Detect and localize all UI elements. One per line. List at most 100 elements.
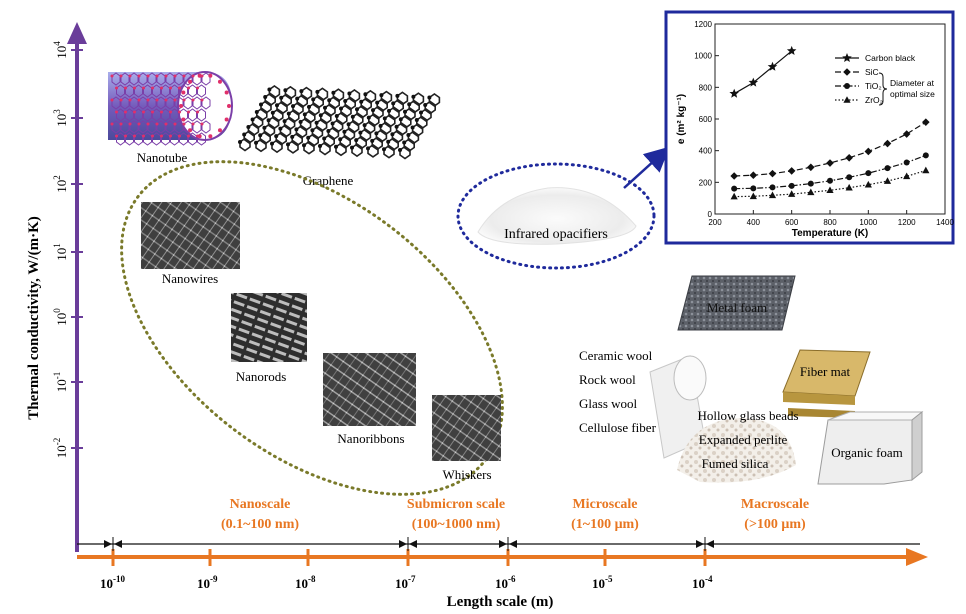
inset-frame bbox=[664, 10, 955, 245]
inset-data-point bbox=[748, 77, 759, 87]
beads-list-item: Hollow glass beads bbox=[697, 408, 798, 423]
inset-data-point bbox=[883, 139, 892, 148]
inset-data-point bbox=[864, 147, 873, 156]
inset-data-point bbox=[922, 152, 929, 159]
wool-list-item: Cellulose fiber bbox=[579, 420, 657, 435]
y-axis: 104 103 102 101 100 10-1 10-2 Thermal conducti… bbox=[26, 22, 87, 552]
x-tick-label: 10-5 bbox=[592, 574, 613, 591]
fiber-mat-label: Fiber mat bbox=[800, 364, 851, 379]
inset-data-point bbox=[788, 190, 796, 197]
inset-chart: 200 400 600 800 1000 1200 14000200400600800100… bbox=[664, 10, 955, 245]
inset-series bbox=[729, 45, 797, 98]
nanowires-label: Nanowires bbox=[162, 271, 218, 286]
inset-data-point bbox=[807, 180, 814, 187]
inset-data-point bbox=[903, 172, 911, 180]
inset-legend-brace bbox=[878, 72, 888, 106]
y-tick-label: 101 bbox=[52, 243, 69, 261]
metal-foam-image bbox=[677, 275, 796, 331]
y-axis-label: Thermal conductivity, W/(m·K) bbox=[26, 216, 42, 419]
beads-list-item: Fumed silica bbox=[702, 456, 769, 471]
inset-y-tick-label: 0 bbox=[708, 210, 713, 219]
inset-data-point bbox=[750, 185, 757, 192]
beads-list: Hollow glass beads Expanded perlite Fumed … bbox=[697, 408, 798, 471]
x-tick-label: 10-8 bbox=[295, 574, 316, 591]
inset-pointer-arrow bbox=[623, 146, 670, 189]
range-arrowhead bbox=[509, 540, 517, 548]
nanorods-label: Nanorods bbox=[236, 369, 287, 384]
inset-legend-label: SiC bbox=[865, 67, 879, 77]
range-arrowhead bbox=[696, 540, 704, 548]
range-arrowhead bbox=[104, 540, 112, 548]
inset-legend-label: ZrO₂ bbox=[865, 95, 883, 105]
scale-range-bar bbox=[77, 537, 920, 551]
fiber-mat-image bbox=[782, 349, 871, 418]
range-arrowhead bbox=[706, 540, 714, 548]
whiskers-image bbox=[432, 395, 501, 461]
inset-data-point bbox=[846, 174, 853, 181]
inset-data-point bbox=[826, 159, 834, 167]
inset-data-point bbox=[807, 163, 815, 172]
x-axis: 10-10 10-9 10-8 10-7 10-6 10-5 10-4 Length sca… bbox=[77, 548, 928, 610]
nanoribbons-label: Nanoribbons bbox=[337, 431, 404, 446]
inset-y-tick-label: 1200 bbox=[694, 20, 712, 29]
inset-legend-label: Carbon black bbox=[865, 53, 916, 63]
range-arrowhead bbox=[499, 540, 507, 548]
inset-data-point bbox=[731, 185, 738, 192]
inset-data-point bbox=[902, 130, 911, 138]
scale-labels: Nanoscale (0.1~100 nm) Submicron scale (100… bbox=[221, 497, 809, 532]
inset-x-tick-label: 1400 bbox=[936, 218, 954, 227]
range-arrowhead bbox=[399, 540, 407, 548]
nanorods-image bbox=[231, 293, 307, 362]
beads-list-item: Expanded perlite bbox=[699, 432, 788, 447]
inset-data-point bbox=[864, 180, 872, 188]
inset-data-point bbox=[729, 88, 739, 98]
inset-legend-note: Diameter at bbox=[890, 78, 935, 88]
inset-data-point bbox=[768, 191, 777, 199]
inset-y-tick-label: 800 bbox=[699, 83, 713, 92]
inset-x-tick-label: 200 bbox=[708, 218, 722, 227]
inset-series-line bbox=[733, 50, 793, 95]
organic-foam-label: Organic foam bbox=[831, 445, 903, 460]
metal-foam-label: Metal foam bbox=[707, 300, 767, 315]
scale-range: (>100 μm) bbox=[744, 517, 806, 532]
scale-range: (1~100 μm) bbox=[571, 517, 639, 532]
x-tick-label: 10-10 bbox=[100, 574, 125, 591]
inset-data-point bbox=[884, 165, 891, 172]
x-axis-ticks: 10-10 10-9 10-8 10-7 10-6 10-5 10-4 bbox=[100, 549, 713, 591]
y-tick-label: 102 bbox=[52, 175, 69, 193]
y-axis-arrowhead bbox=[67, 22, 87, 44]
nanoribbons-image bbox=[323, 353, 416, 426]
y-tick-label: 104 bbox=[52, 41, 69, 59]
beads-image bbox=[677, 418, 796, 483]
inset-data-point bbox=[768, 169, 777, 178]
inset-data-point bbox=[865, 170, 872, 177]
inset-legend-note: optimal size bbox=[890, 89, 935, 99]
wool-list-item: Glass wool bbox=[579, 396, 638, 411]
scale-name: Microscale bbox=[572, 497, 637, 512]
x-tick-label: 10-4 bbox=[692, 574, 713, 591]
wool-list-item: Rock wool bbox=[579, 372, 636, 387]
y-tick-label: 10-2 bbox=[52, 438, 69, 459]
inset-data-point bbox=[883, 177, 892, 184]
inset-legend-label: TiO₂ bbox=[865, 81, 882, 91]
inset-data-point bbox=[903, 159, 910, 166]
x-tick-label: 10-9 bbox=[197, 574, 218, 591]
inset-x-tick-label: 1200 bbox=[898, 218, 916, 227]
inset-data-point bbox=[730, 172, 738, 180]
scale-name: Nanoscale bbox=[230, 497, 291, 512]
inset-legend-marker bbox=[844, 83, 850, 89]
inset-y-tick-label: 200 bbox=[699, 178, 713, 187]
scale-name: Submicron scale bbox=[407, 497, 505, 512]
powder-image bbox=[477, 187, 637, 245]
inset-data-point bbox=[767, 61, 778, 71]
inset-series-line bbox=[734, 121, 927, 177]
inset-data-point bbox=[730, 192, 738, 200]
inset-data-point bbox=[922, 118, 930, 126]
inset-x-tick-label: 400 bbox=[747, 218, 761, 227]
inset-data-point bbox=[845, 183, 853, 191]
inset-y-tick-label: 400 bbox=[699, 147, 713, 156]
graphene-image bbox=[238, 85, 441, 160]
nanotube-image bbox=[108, 71, 233, 146]
range-arrowhead bbox=[114, 540, 122, 548]
